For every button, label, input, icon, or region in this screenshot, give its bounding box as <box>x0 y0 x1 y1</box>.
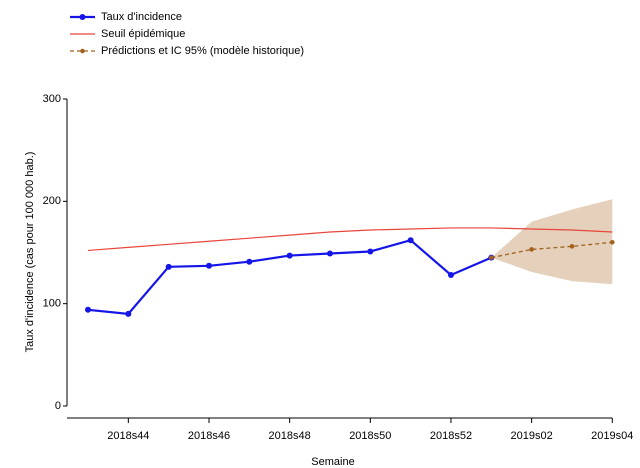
x-tick-label: 2018s48 <box>269 430 311 442</box>
data-point <box>125 310 132 317</box>
data-point <box>529 247 534 252</box>
y-tick-label: 0 <box>55 400 61 412</box>
y-axis-label: Taux d'incidence (cas pour 100 000 hab.) <box>24 152 36 353</box>
x-tick-label: 2018s50 <box>349 430 391 442</box>
x-tick-label: 2018s52 <box>430 430 472 442</box>
legend-label: Taux d'incidence <box>101 11 182 23</box>
series-line <box>87 227 613 252</box>
x-tick-label: 2019s04 <box>591 430 633 442</box>
y-tick-label: 200 <box>43 195 61 207</box>
data-point <box>85 306 91 313</box>
series-line <box>87 239 492 316</box>
x-axis-label: Semaine <box>311 456 354 468</box>
data-point <box>326 250 333 257</box>
data-point <box>489 255 494 260</box>
x-tick-label: 2018s46 <box>188 430 230 442</box>
y-tick-label: 300 <box>43 93 61 105</box>
data-point <box>447 272 454 279</box>
legend-label: Prédictions et IC 95% (modèle historique… <box>101 45 304 57</box>
data-point <box>569 244 575 249</box>
x-tick-label: 2018s44 <box>107 430 149 442</box>
data-point <box>246 258 253 265</box>
legend-marker <box>80 48 85 54</box>
x-tick-label: 2019s02 <box>511 430 553 442</box>
series-line <box>491 241 613 259</box>
data-point <box>286 252 293 259</box>
legend-marker <box>79 14 86 20</box>
data-point <box>205 262 212 269</box>
data-point <box>367 248 374 255</box>
data-point <box>407 237 414 244</box>
y-tick-label: 100 <box>43 298 61 310</box>
legend-label: Seuil épidémique <box>101 28 185 40</box>
ci-band <box>491 199 613 285</box>
data-point <box>609 239 615 245</box>
data-point <box>165 263 172 270</box>
